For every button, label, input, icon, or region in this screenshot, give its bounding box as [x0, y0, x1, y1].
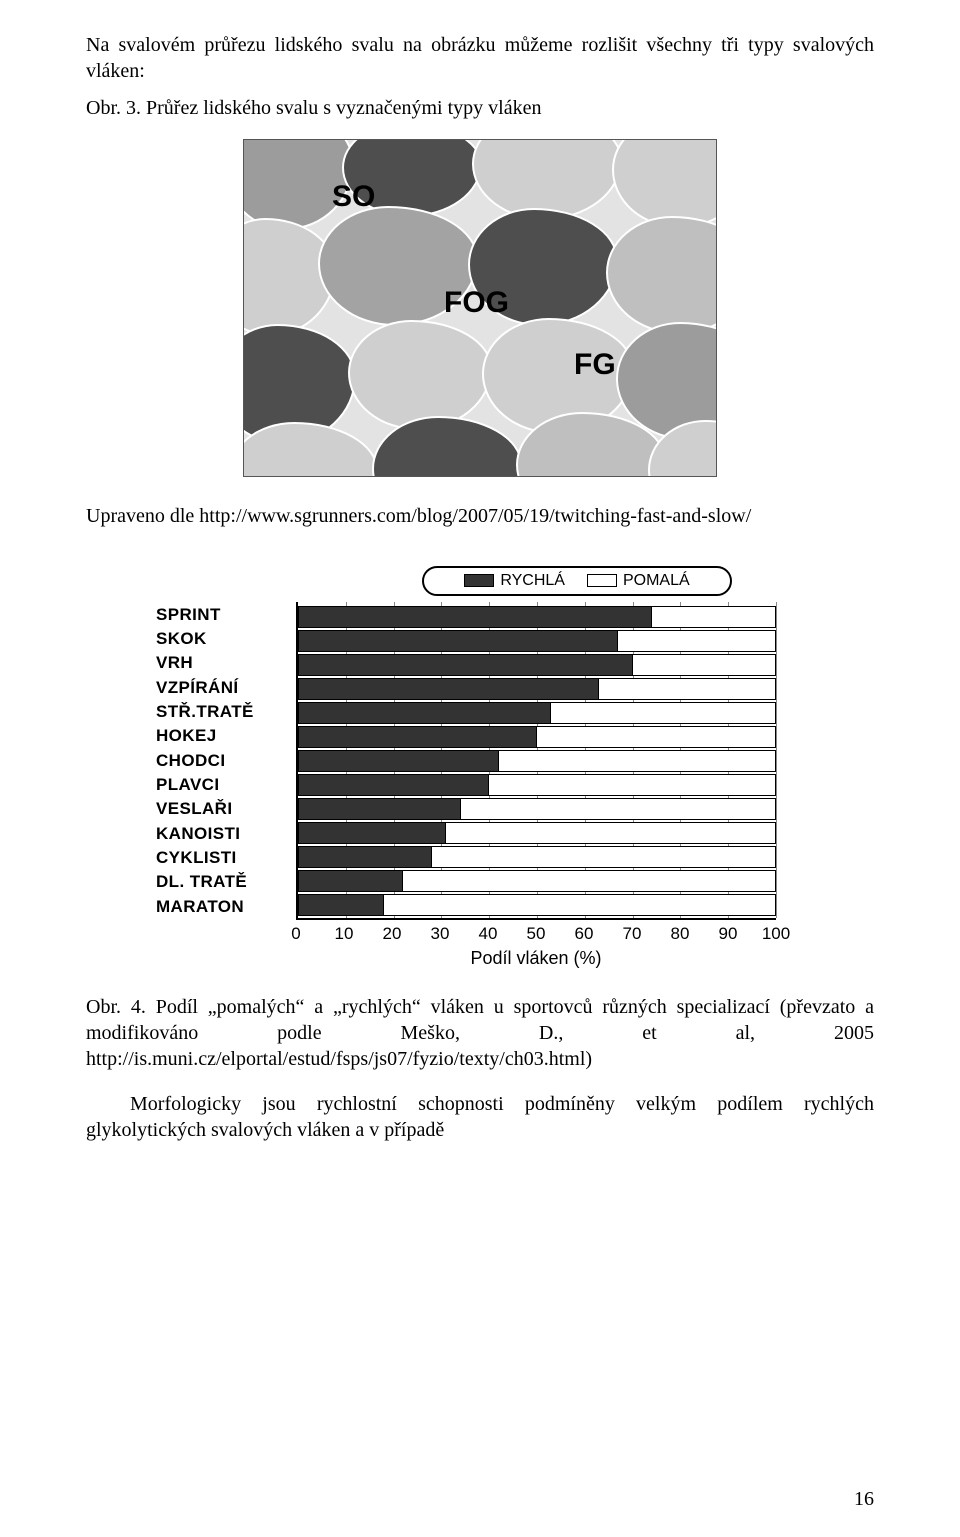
muscle-fiber-type-label: FOG	[444, 286, 509, 320]
chart-bar-slow	[499, 750, 776, 772]
chart-bar-fast	[298, 750, 499, 772]
chart-category-label: STŘ.TRATĚ	[156, 701, 288, 723]
chart-bar-row	[298, 774, 776, 796]
muscle-cell	[612, 139, 717, 228]
chart-category-label: VRH	[156, 652, 288, 674]
chart-bar-row	[298, 606, 776, 628]
chart-x-tick: 100	[762, 924, 790, 944]
legend-fast-label: RYCHLÁ	[500, 572, 565, 590]
chart-x-label: Podíl vláken (%)	[470, 948, 601, 969]
chart-bar-row	[298, 726, 776, 748]
chart-category-label: CHODCI	[156, 750, 288, 772]
chart-bar-fast	[298, 702, 551, 724]
chart-category-label: DL. TRATĚ	[156, 871, 288, 893]
chart-bar-slow	[551, 702, 776, 724]
chart-x-tick: 10	[335, 924, 354, 944]
chart-bar-slow	[461, 798, 776, 820]
chart-x-tick: 20	[383, 924, 402, 944]
chart-x-tick: 80	[671, 924, 690, 944]
legend-swatch-fast	[464, 574, 494, 587]
chart-x-tick: 70	[623, 924, 642, 944]
chart-bar-fast	[298, 894, 384, 916]
intro-paragraph: Na svalovém průřezu lidského svalu na ob…	[86, 32, 874, 85]
chart-bar-slow	[618, 630, 776, 652]
chart-category-label: VESLAŘI	[156, 798, 288, 820]
chart-bar-fast	[298, 798, 461, 820]
chart-bar-row	[298, 750, 776, 772]
chart-y-labels: SPRINTSKOKVRH VZPÍRÁNÍSTŘ.TRATĚHOKEJ CHODC…	[156, 602, 296, 920]
chart-bar-row	[298, 654, 776, 676]
chart-bar-slow	[384, 894, 776, 916]
chart-bar-fast	[298, 678, 599, 700]
muscle-cross-section-figure: SO FOG FG	[243, 139, 717, 477]
chart-bar-row	[298, 822, 776, 844]
chart-x-tick: 0	[291, 924, 300, 944]
chart-gridline	[776, 602, 777, 918]
page-number: 16	[854, 1488, 874, 1511]
discussion-paragraph: Morfologicky jsou rychlostní schopnosti …	[86, 1091, 874, 1144]
chart-legend: RYCHLÁ POMALÁ	[422, 566, 732, 596]
muscle-cell	[243, 422, 378, 477]
muscle-fiber-type-label: FG	[574, 348, 616, 382]
chart-bar-slow	[537, 726, 776, 748]
chart-bar-row	[298, 846, 776, 868]
chart-bar-slow	[633, 654, 776, 676]
chart-bar-fast	[298, 726, 537, 748]
legend-swatch-slow	[587, 574, 617, 587]
muscle-fiber-type-label: SO	[332, 180, 375, 214]
fig3-caption: Obr. 3. Průřez lidského svalu s vyznačen…	[86, 95, 874, 121]
chart-category-label: HOKEJ	[156, 725, 288, 747]
chart-x-axis: 0102030405060708090100Podíl vláken (%)	[296, 920, 776, 968]
chart-category-label: CYKLISTI	[156, 847, 288, 869]
fiber-share-chart: RYCHLÁ POMALÁ SPRINTSKOKVRH VZPÍRÁNÍSTŘ.T…	[156, 566, 804, 968]
chart-category-label: MARATON	[156, 896, 288, 918]
legend-fast: RYCHLÁ	[464, 572, 565, 590]
chart-bar-row	[298, 702, 776, 724]
chart-bar-slow	[652, 606, 776, 628]
chart-bar-slow	[432, 846, 776, 868]
chart-bar-fast	[298, 606, 652, 628]
chart-category-label: PLAVCI	[156, 774, 288, 796]
chart-bar-row	[298, 870, 776, 892]
chart-category-label: VZPÍRÁNÍ	[156, 677, 288, 699]
chart-bar-slow	[403, 870, 776, 892]
chart-bar-fast	[298, 654, 633, 676]
chart-bar-slow	[446, 822, 776, 844]
chart-category-label: KANOISTI	[156, 823, 288, 845]
fig3-source: Upraveno dle http://www.sgrunners.com/bl…	[86, 503, 874, 529]
chart-bar-row	[298, 630, 776, 652]
chart-bar-row	[298, 678, 776, 700]
chart-category-label: SKOK	[156, 628, 288, 650]
chart-x-tick: 60	[575, 924, 594, 944]
chart-bar-fast	[298, 822, 446, 844]
chart-bar-row	[298, 894, 776, 916]
chart-bar-slow	[599, 678, 776, 700]
chart-bar-slow	[489, 774, 776, 796]
legend-slow: POMALÁ	[587, 572, 690, 590]
chart-bar-fast	[298, 774, 489, 796]
chart-x-tick: 50	[527, 924, 546, 944]
chart-bar-fast	[298, 630, 618, 652]
fig4-caption: Obr. 4. Podíl „pomalých“ a „rychlých“ vl…	[86, 994, 874, 1073]
chart-plot-area	[296, 602, 776, 920]
chart-x-tick: 90	[719, 924, 738, 944]
chart-bar-fast	[298, 846, 432, 868]
chart-category-label: SPRINT	[156, 604, 288, 626]
muscle-cell	[348, 320, 492, 430]
muscle-cell	[606, 216, 717, 334]
chart-x-tick: 30	[431, 924, 450, 944]
chart-bar-fast	[298, 870, 403, 892]
chart-bar-row	[298, 798, 776, 820]
chart-x-tick: 40	[479, 924, 498, 944]
legend-slow-label: POMALÁ	[623, 572, 690, 590]
